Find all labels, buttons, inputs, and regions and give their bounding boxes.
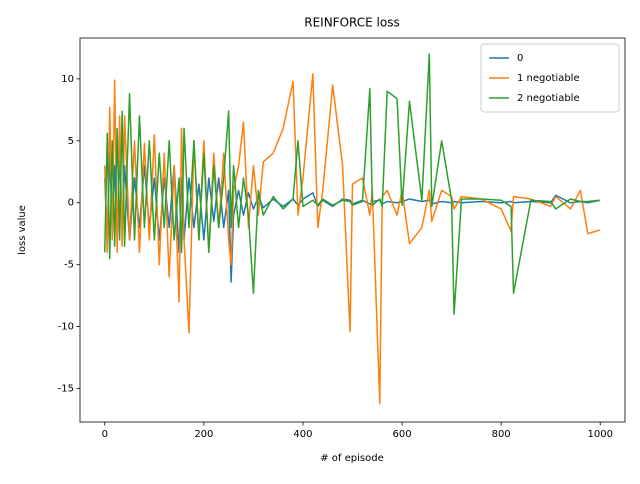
y-tick-label: -15	[58, 384, 74, 395]
legend-box	[480, 43, 620, 113]
line-series	[104, 53, 600, 315]
legend-label: 0	[517, 53, 523, 64]
x-tick-label: 800	[492, 429, 511, 440]
x-tick-label: 200	[194, 429, 213, 440]
chart-title: REINFORCE loss	[304, 16, 399, 30]
y-tick-label: 10	[61, 74, 74, 85]
legend-label: 2 negotiable	[517, 93, 580, 104]
y-axis-label: loss value	[17, 205, 28, 255]
legend-label: 1 negotiable	[517, 73, 580, 84]
x-axis-label: # of episode	[320, 453, 383, 464]
x-tick-label: 600	[392, 429, 411, 440]
x-tick-label: 1000	[588, 429, 613, 440]
x-tick-label: 0	[102, 429, 108, 440]
y-tick-label: 5	[68, 136, 74, 147]
y-tick-label: 0	[68, 198, 74, 209]
x-tick-label: 400	[293, 429, 312, 440]
plot-frame	[79, 37, 626, 423]
y-tick-label: -5	[64, 260, 74, 271]
y-tick-label: -10	[58, 322, 74, 333]
